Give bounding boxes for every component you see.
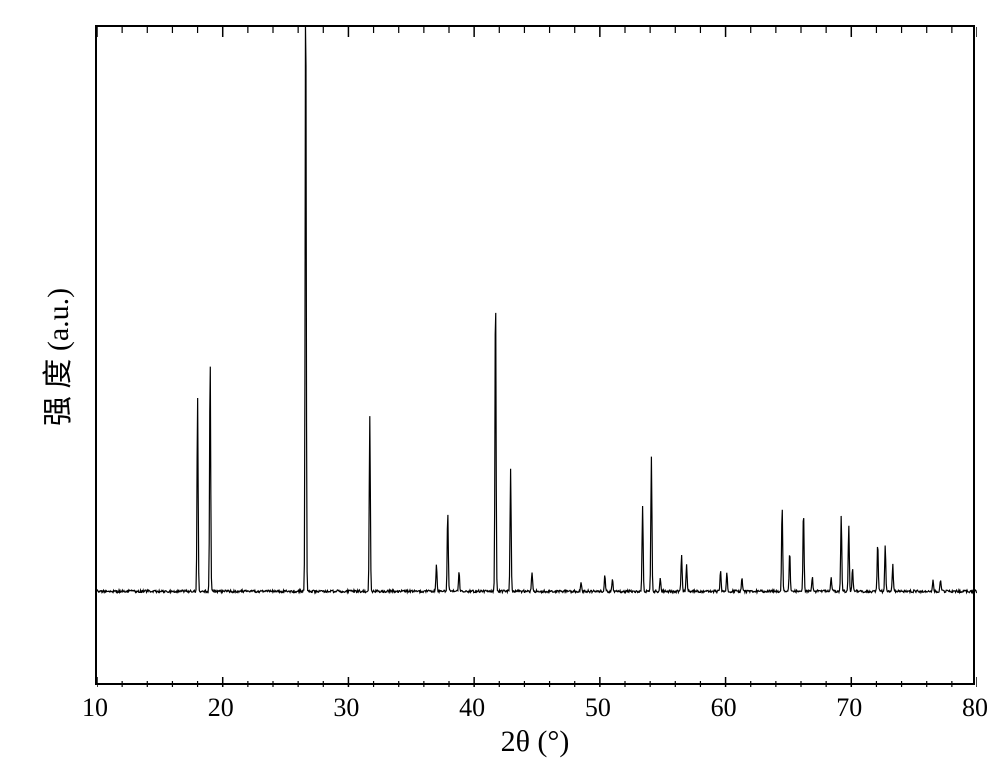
x-tick-label: 40 xyxy=(459,693,485,723)
x-tick-label: 70 xyxy=(836,693,862,723)
y-axis-label: 强 度 (a.u.) xyxy=(33,257,77,457)
xrd-line-svg xyxy=(97,27,977,687)
x-tick-label: 30 xyxy=(333,693,359,723)
x-axis-label: 2θ (°) xyxy=(475,725,595,759)
x-tick-label: 10 xyxy=(82,693,108,723)
x-tick-label: 80 xyxy=(962,693,988,723)
x-tick-label: 50 xyxy=(585,693,611,723)
x-tick-label: 20 xyxy=(208,693,234,723)
xrd-chart: 强 度 (a.u.) 2θ (°) 10 20 30 40 50 60 70 80 xyxy=(0,0,1000,767)
x-tick-label: 60 xyxy=(711,693,737,723)
plot-frame xyxy=(95,25,975,685)
